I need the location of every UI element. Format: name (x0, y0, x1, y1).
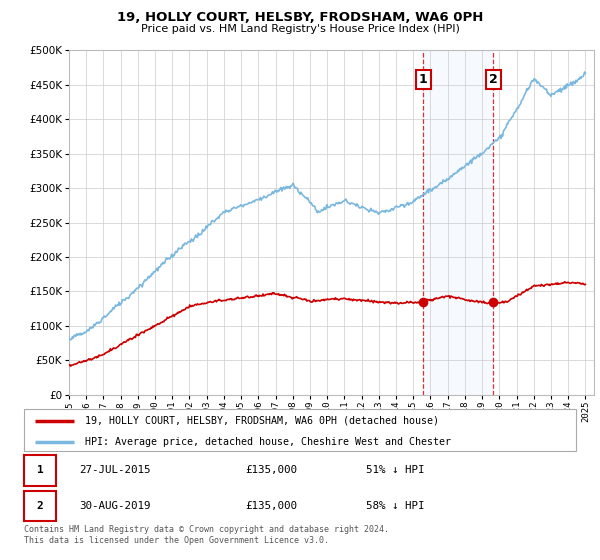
Text: 30-AUG-2019: 30-AUG-2019 (79, 501, 151, 511)
FancyBboxPatch shape (24, 491, 56, 521)
FancyBboxPatch shape (24, 409, 576, 451)
Text: Price paid vs. HM Land Registry's House Price Index (HPI): Price paid vs. HM Land Registry's House … (140, 24, 460, 34)
FancyBboxPatch shape (24, 455, 56, 486)
Text: 58% ↓ HPI: 58% ↓ HPI (366, 501, 425, 511)
Text: 2: 2 (37, 501, 43, 511)
Text: £135,000: £135,000 (245, 501, 297, 511)
Text: 27-JUL-2015: 27-JUL-2015 (79, 465, 151, 475)
Text: 51% ↓ HPI: 51% ↓ HPI (366, 465, 425, 475)
Bar (423, 50, 493, 395)
Text: 19, HOLLY COURT, HELSBY, FRODSHAM, WA6 0PH: 19, HOLLY COURT, HELSBY, FRODSHAM, WA6 0… (117, 11, 483, 24)
Text: Contains HM Land Registry data © Crown copyright and database right 2024.
This d: Contains HM Land Registry data © Crown c… (24, 525, 389, 545)
Text: 1: 1 (419, 73, 427, 86)
Text: HPI: Average price, detached house, Cheshire West and Chester: HPI: Average price, detached house, Ches… (85, 437, 451, 446)
Text: 2: 2 (489, 73, 498, 86)
Text: 1: 1 (37, 465, 43, 475)
Text: £135,000: £135,000 (245, 465, 297, 475)
Text: 19, HOLLY COURT, HELSBY, FRODSHAM, WA6 0PH (detached house): 19, HOLLY COURT, HELSBY, FRODSHAM, WA6 0… (85, 416, 439, 426)
